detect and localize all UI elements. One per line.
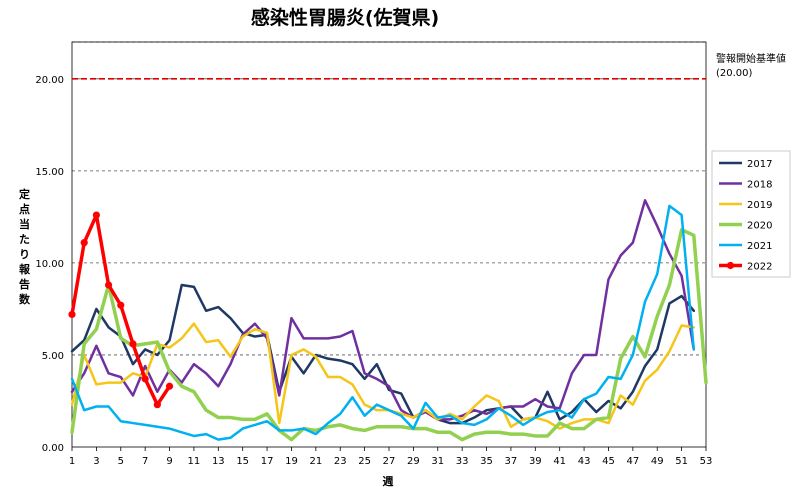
data-point-2022 <box>129 340 137 348</box>
x-tick-label: 9 <box>166 456 172 467</box>
y-tick-label: 0.00 <box>42 443 64 454</box>
x-tick-label: 45 <box>602 456 615 467</box>
x-tick-label: 27 <box>383 456 396 467</box>
series-line-2019 <box>70 322 696 430</box>
y-axis-label: 定点当たり報告数 <box>19 187 31 306</box>
x-tick-label: 5 <box>118 456 124 467</box>
legend-label-2022: 2022 <box>747 262 772 273</box>
series-line-2017 <box>70 283 696 425</box>
y-axis-ticks: 0.00 5.00 10.00 15.00 20.00 <box>35 75 64 454</box>
data-point-2022 <box>80 239 88 247</box>
y-tick-label: 20.00 <box>35 75 64 86</box>
x-tick-label: 21 <box>309 456 322 467</box>
x-tick-label: 3 <box>93 456 99 467</box>
data-point-2022 <box>141 375 149 383</box>
x-tick-label: 25 <box>358 456 371 467</box>
data-point-2022 <box>117 301 125 309</box>
series-line-2021 <box>70 204 696 441</box>
data-point-2022 <box>153 401 161 409</box>
threshold-value-label: (20.00) <box>716 68 753 79</box>
x-tick-label: 41 <box>553 456 566 467</box>
legend-label-2020: 2020 <box>747 221 772 232</box>
legend-box <box>711 150 791 278</box>
legend-label-2017: 2017 <box>747 159 772 170</box>
x-tick-label: 29 <box>407 456 420 467</box>
legend-label-2021: 2021 <box>747 241 772 252</box>
legend-label-2019: 2019 <box>747 200 772 211</box>
legend: 2017 2018 2019 2020 2021 2022 <box>719 159 772 273</box>
x-tick-label: 1 <box>69 456 75 467</box>
data-point-2022 <box>165 382 174 390</box>
y-tick-label: 10.00 <box>35 259 64 270</box>
x-tick-label: 19 <box>285 456 298 467</box>
y-tick-label: 5.00 <box>42 351 64 362</box>
x-tick-label: 11 <box>188 456 201 467</box>
series-group <box>68 199 708 442</box>
x-tick-label: 13 <box>212 456 225 467</box>
x-tick-label: 53 <box>700 456 713 467</box>
x-tick-label: 43 <box>578 456 591 467</box>
series-line-2020 <box>70 228 708 442</box>
x-tick-label: 47 <box>626 456 639 467</box>
x-tick-label: 33 <box>456 456 469 467</box>
legend-label-2018: 2018 <box>747 180 772 191</box>
data-point-2022 <box>92 211 100 219</box>
legend-marker-2022 <box>726 261 735 270</box>
data-point-2022 <box>104 281 113 289</box>
gridlines <box>72 41 706 356</box>
x-tick-label: 31 <box>431 456 444 467</box>
x-axis-label: 週 <box>383 474 394 488</box>
x-tick-label: 15 <box>236 456 249 467</box>
x-tick-label: 7 <box>142 456 148 467</box>
x-tick-label: 39 <box>529 456 542 467</box>
series-line-2018 <box>70 199 696 421</box>
x-tick-label: 37 <box>505 456 518 467</box>
x-tick-label: 51 <box>675 456 688 467</box>
chart-title: 感染性胃腸炎(佐賀県) <box>251 6 439 29</box>
x-tick-label: 23 <box>334 456 347 467</box>
x-tick-label: 17 <box>261 456 274 467</box>
data-point-2022 <box>68 310 76 319</box>
y-tick-label: 15.00 <box>35 167 64 178</box>
threshold-label: 警報開始基準値 <box>716 52 786 65</box>
x-tick-label: 49 <box>651 456 664 467</box>
x-tick-label: 35 <box>480 456 493 467</box>
x-axis-ticks: 1 3 5 7 9 11 13 15 17 19 21 23 25 27 29 31 33 35 37 39 41 43 4… <box>69 447 713 467</box>
